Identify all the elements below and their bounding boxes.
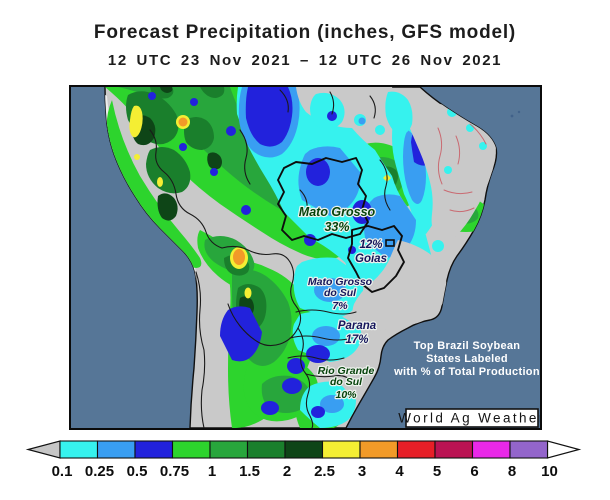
legend-tick: 2: [283, 463, 291, 480]
credit-box: [405, 408, 539, 428]
svg-text:Parana: Parana: [338, 320, 377, 332]
legend-segment: [284, 440, 324, 459]
legend-tick: 8: [508, 463, 516, 480]
legend-segment: [134, 440, 174, 459]
soybean-note: Top Brazil Soybean States Labeled with %…: [393, 340, 540, 378]
legend-tick: 6: [470, 463, 478, 480]
svg-text:do Sul: do Sul: [330, 376, 363, 388]
page-title: Forecast Precipitation (inches, GFS mode…: [93, 22, 517, 43]
svg-text:Top Brazil Soybean: Top Brazil Soybean: [414, 340, 521, 352]
label-mato-grosso: Mato Grosso: [299, 205, 376, 219]
legend-segments: [59, 440, 549, 459]
svg-text:7%: 7%: [332, 300, 348, 312]
northeast-state-borders: [437, 123, 487, 213]
legend-tick-labels: 0.1 0.25 0.5 0.75 1 1.5 2 2.5 3 4 5 6 8 …: [52, 463, 558, 480]
legend-tick: 3: [358, 463, 366, 480]
legend-tick: 10: [541, 463, 558, 480]
legend-arrow-above: [546, 440, 582, 459]
credit-text: World Ag Weather: [398, 411, 540, 426]
precip-speckles: [310, 91, 487, 254]
precipitation-map: Mato Grosso 33% 12% Goias Mato Grosso do…: [69, 85, 542, 430]
legend-tick: 1: [208, 463, 216, 480]
state-borders-bold: [277, 157, 405, 293]
label-goias: Goias: [355, 253, 387, 265]
svg-text:with % of Total Production: with % of Total Production: [393, 366, 540, 378]
legend-segment: [96, 440, 136, 459]
legend-segment: [359, 440, 399, 459]
legend-segment: [396, 440, 436, 459]
legend-segment: [171, 440, 211, 459]
svg-text:Rio Grande: Rio Grande: [318, 365, 375, 377]
legend-segment: [209, 440, 249, 459]
state-label-rio-grande-do-sul: Rio Grande do Sul 10%: [317, 364, 376, 402]
legend-tick: 0.1: [52, 463, 73, 480]
legend-segment: [434, 440, 474, 459]
legend-tick: 0.75: [160, 463, 189, 480]
label-goias-pct: 12%: [359, 239, 382, 251]
legend-segment: [509, 440, 549, 459]
legend-segment: [471, 440, 511, 459]
state-label-mato-grosso: Mato Grosso 33%: [298, 204, 377, 235]
state-label-parana: Parana 17%: [337, 319, 378, 347]
svg-text:17%: 17%: [345, 334, 368, 346]
legend-segment: [321, 440, 361, 459]
svg-text:Mato Grosso: Mato Grosso: [308, 276, 373, 288]
precip-orange: [178, 117, 245, 265]
precip-color-scale: 0.1 0.25 0.5 0.75 1 1.5 2 2.5 3 4 5 6 8 …: [25, 440, 582, 480]
legend-tick: 4: [395, 463, 404, 480]
legend-tick: 0.25: [85, 463, 114, 480]
state-label-mato-grosso-do-sul: Mato Grosso do Sul 7%: [307, 275, 374, 313]
valid-time-range: 12 UTC 23 Nov 2021 – 12 UTC 26 Nov 2021: [107, 52, 503, 69]
legend-tick: 2.5: [314, 463, 335, 480]
country-borders: [149, 89, 391, 428]
legend-arrow-below: [25, 440, 61, 459]
legend-segment: [59, 440, 99, 459]
legend-tick: 1.5: [239, 463, 260, 480]
svg-text:States Labeled: States Labeled: [426, 353, 508, 365]
svg-text:do Sul: do Sul: [324, 287, 357, 299]
svg-text:10%: 10%: [335, 389, 357, 401]
state-label-goias: 12% Goias: [354, 238, 388, 266]
legend-tick: 0.5: [127, 463, 148, 480]
legend-tick: 5: [433, 463, 441, 480]
credit: World Ag Weather: [398, 408, 540, 428]
legend-segment: [246, 440, 286, 459]
precip-green-darkest: [131, 87, 254, 316]
label-mato-grosso-pct: 33%: [324, 220, 349, 234]
